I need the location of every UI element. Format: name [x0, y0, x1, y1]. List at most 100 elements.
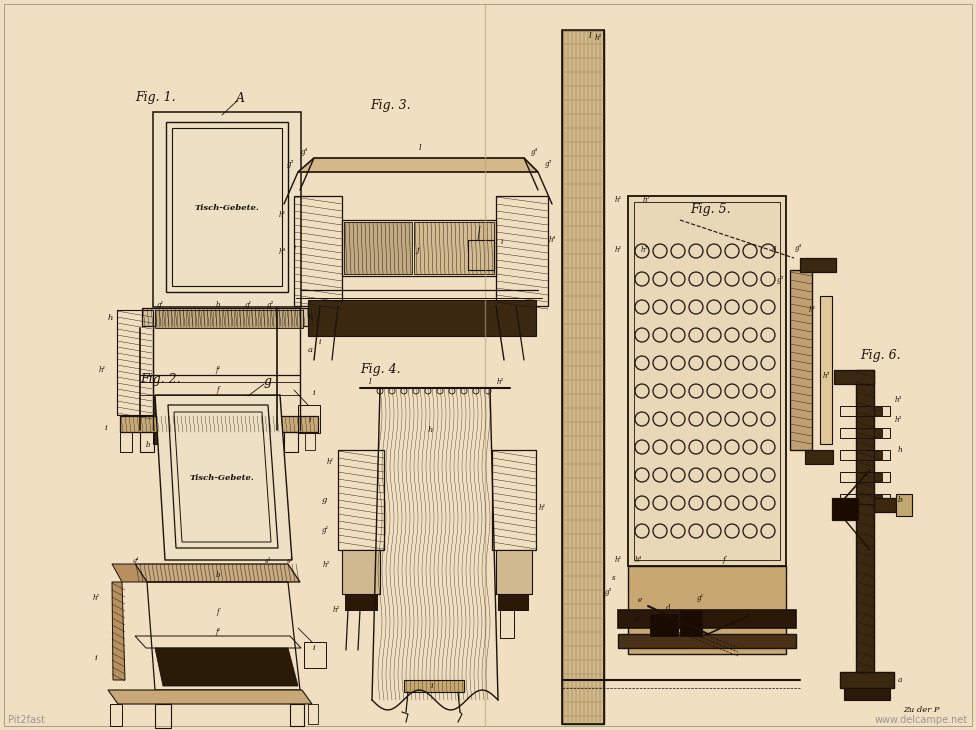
- Text: g⁴: g⁴: [133, 557, 140, 563]
- Text: a: a: [898, 676, 902, 684]
- Bar: [650, 614, 678, 636]
- Bar: [834, 370, 874, 384]
- Text: i: i: [319, 338, 321, 346]
- Text: h¹: h¹: [326, 458, 334, 466]
- Text: i: i: [95, 654, 98, 662]
- Text: h¹: h¹: [93, 594, 100, 602]
- Bar: [856, 370, 874, 680]
- Bar: [404, 680, 464, 692]
- Text: b: b: [216, 571, 221, 579]
- Text: h: h: [427, 426, 432, 434]
- Text: g: g: [321, 496, 327, 504]
- Bar: [800, 258, 836, 272]
- Text: d: d: [666, 604, 671, 612]
- Bar: [155, 310, 303, 328]
- Text: g¹: g¹: [321, 526, 329, 534]
- Bar: [820, 296, 832, 444]
- Bar: [492, 450, 536, 550]
- Text: h⁴: h⁴: [634, 556, 641, 564]
- Text: h¹: h¹: [278, 211, 286, 219]
- Bar: [498, 594, 528, 610]
- Text: l: l: [589, 32, 591, 40]
- Polygon shape: [155, 648, 298, 686]
- Polygon shape: [135, 564, 300, 582]
- Text: g³: g³: [604, 588, 612, 596]
- Bar: [500, 610, 514, 638]
- Text: f¹: f¹: [216, 366, 221, 374]
- Bar: [468, 240, 494, 270]
- Bar: [140, 432, 154, 452]
- Bar: [294, 196, 342, 306]
- Bar: [142, 308, 317, 326]
- Bar: [840, 428, 890, 438]
- Text: h⁴: h⁴: [549, 236, 555, 244]
- Text: h: h: [307, 314, 312, 322]
- Text: l: l: [419, 144, 422, 152]
- Text: f: f: [217, 386, 220, 394]
- Text: g¹: g¹: [696, 594, 704, 602]
- Bar: [345, 594, 377, 610]
- Bar: [172, 128, 282, 286]
- Polygon shape: [298, 158, 538, 172]
- Bar: [840, 494, 890, 504]
- Text: g¹: g¹: [244, 301, 252, 309]
- Bar: [414, 222, 494, 274]
- Text: g⁵: g⁵: [545, 160, 551, 168]
- Text: i: i: [430, 682, 433, 690]
- Text: g²: g²: [667, 614, 673, 622]
- Polygon shape: [155, 395, 292, 560]
- Bar: [496, 550, 532, 594]
- Bar: [874, 495, 882, 503]
- Text: b: b: [898, 496, 903, 504]
- Text: h²: h²: [322, 561, 330, 569]
- Text: h: h: [107, 314, 112, 322]
- Text: Fig. 4.: Fig. 4.: [360, 364, 400, 377]
- Text: A: A: [235, 91, 245, 104]
- Text: h³: h³: [894, 396, 902, 404]
- Bar: [562, 30, 604, 724]
- Text: i: i: [501, 238, 504, 246]
- Bar: [874, 498, 896, 512]
- Text: Tisch-Gebete.: Tisch-Gebete.: [194, 204, 260, 212]
- Text: j: j: [417, 246, 420, 254]
- Bar: [290, 704, 304, 726]
- Bar: [618, 610, 796, 628]
- Text: h²: h²: [894, 416, 902, 424]
- Bar: [342, 220, 496, 276]
- Bar: [840, 472, 890, 482]
- Bar: [166, 122, 288, 292]
- Text: a: a: [307, 346, 312, 354]
- Bar: [304, 642, 326, 668]
- Bar: [805, 450, 833, 464]
- Text: i: i: [308, 416, 311, 424]
- Bar: [155, 704, 171, 728]
- Bar: [896, 494, 912, 516]
- Text: g¹: g¹: [264, 557, 271, 563]
- Text: h²: h²: [333, 606, 340, 614]
- Text: Fig. 6.: Fig. 6.: [860, 348, 901, 361]
- Bar: [628, 196, 786, 566]
- Text: h¹: h¹: [614, 196, 622, 204]
- Bar: [153, 112, 301, 307]
- Bar: [790, 270, 812, 450]
- Bar: [832, 498, 858, 520]
- Bar: [874, 473, 882, 481]
- Text: b: b: [216, 301, 221, 309]
- Bar: [844, 688, 890, 700]
- Text: h¹: h¹: [99, 366, 105, 374]
- Text: i: i: [312, 389, 315, 397]
- Bar: [840, 450, 890, 460]
- Text: Fig. 3.: Fig. 3.: [370, 99, 411, 112]
- Text: g⁴: g⁴: [301, 148, 307, 156]
- Text: Tisch-Gebete.: Tisch-Gebete.: [189, 474, 255, 482]
- Text: f: f: [217, 608, 220, 616]
- Text: h⁵: h⁵: [823, 372, 830, 380]
- Bar: [496, 196, 548, 306]
- Text: s: s: [612, 574, 616, 582]
- Text: f¹: f¹: [651, 621, 657, 629]
- Text: Pit2fast: Pit2fast: [8, 715, 45, 725]
- Text: www.delcampe.net: www.delcampe.net: [874, 715, 968, 725]
- Text: h¹: h¹: [614, 556, 622, 564]
- Text: g²: g²: [266, 301, 273, 309]
- Text: g⁴: g⁴: [794, 244, 801, 252]
